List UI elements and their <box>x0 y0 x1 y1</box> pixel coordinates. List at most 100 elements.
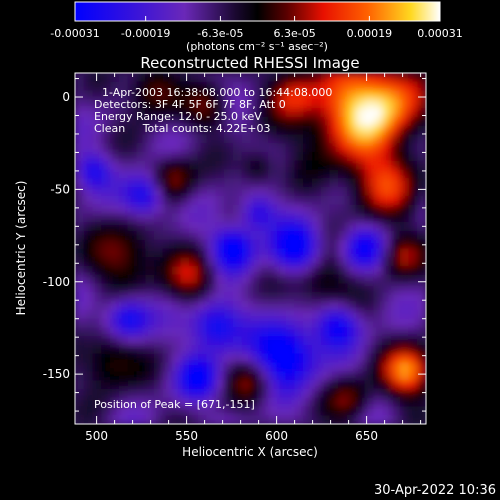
heatmap-cell <box>382 388 392 399</box>
heatmap-cell <box>241 353 252 364</box>
heatmap-cell <box>320 345 331 355</box>
x-tick-label: 550 <box>175 429 198 443</box>
heatmap-cell <box>382 81 392 92</box>
heatmap-cell <box>75 415 85 424</box>
heatmap-cell <box>417 318 426 329</box>
heatmap-cell <box>92 134 102 144</box>
heatmap-cell <box>347 99 357 109</box>
heatmap-cell <box>127 134 138 144</box>
heatmap-cell <box>110 362 120 372</box>
heatmap-cell <box>276 213 287 223</box>
heatmap-cell <box>127 327 138 337</box>
heatmap-cell <box>224 151 234 162</box>
heatmap-cell <box>329 116 339 127</box>
heatmap-cell <box>101 81 111 92</box>
heatmap-cell <box>311 230 322 241</box>
heatmap-cell <box>92 318 102 329</box>
heatmap-cell <box>241 327 252 337</box>
heatmap-cell <box>276 301 287 311</box>
heatmap-cell <box>250 213 260 223</box>
heatmap-cell <box>399 266 410 276</box>
heatmap-cell <box>268 345 278 355</box>
heatmap-cell <box>347 108 357 118</box>
heatmap-cell <box>408 151 418 162</box>
heatmap-cell <box>180 134 190 144</box>
heatmap-cell <box>206 248 216 258</box>
heatmap-cell <box>285 116 295 127</box>
heatmap-cell <box>311 309 322 320</box>
heatmap-cell <box>162 73 173 83</box>
heatmap-cell <box>83 230 94 241</box>
heatmap-cell <box>364 327 374 337</box>
colorbar-tick-label: 0.00019 <box>347 27 393 40</box>
heatmap-cell <box>303 108 313 118</box>
heatmap-cell <box>171 143 181 153</box>
heatmap-cell <box>250 371 260 381</box>
heatmap-cell <box>180 116 190 127</box>
heatmap-cell <box>145 371 155 381</box>
heatmap-cell <box>417 266 426 276</box>
heatmap-cell <box>347 283 357 293</box>
heatmap-cell <box>136 345 146 355</box>
heatmap-cell <box>75 380 85 390</box>
heatmap-cell <box>206 99 216 109</box>
heatmap-cell <box>276 371 287 381</box>
heatmap-cell <box>259 81 269 92</box>
heatmap-cell <box>101 362 111 372</box>
colorbar-tick-label: 0.00031 <box>417 27 463 40</box>
heatmap-cell <box>329 187 339 197</box>
heatmap-cell <box>268 274 278 285</box>
heatmap-cell <box>118 274 129 285</box>
heatmap-cell <box>338 169 348 179</box>
heatmap-cell <box>145 143 155 153</box>
heatmap-cell <box>355 134 366 144</box>
heatmap-cell <box>390 345 401 355</box>
heatmap-cell <box>118 327 129 337</box>
heatmap-cell <box>408 222 418 232</box>
heatmap-cell <box>408 301 418 311</box>
heatmap-cell <box>417 292 426 302</box>
heatmap-cell <box>153 239 164 250</box>
heatmap-cell <box>373 81 383 92</box>
heatmap-cell <box>153 81 164 92</box>
heatmap-cell <box>382 336 392 346</box>
heatmap-cell <box>311 266 322 276</box>
heatmap-cell <box>408 195 418 206</box>
heatmap-cell <box>364 213 374 223</box>
heatmap-cell <box>364 397 374 408</box>
heatmap-cell <box>259 309 269 320</box>
heatmap-cell <box>311 81 322 92</box>
heatmap-cell <box>162 362 173 372</box>
heatmap-cell <box>241 178 252 188</box>
heatmap-cell <box>127 371 138 381</box>
heatmap-cell <box>215 388 225 399</box>
heatmap-cell <box>241 248 252 258</box>
heatmap-cell <box>417 248 426 258</box>
heatmap-cell <box>250 388 260 399</box>
heatmap-cell <box>153 388 164 399</box>
heatmap-cell <box>224 169 234 179</box>
heatmap-cell <box>206 178 216 188</box>
heatmap-cell <box>206 108 216 118</box>
heatmap-cell <box>118 362 129 372</box>
heatmap-cell <box>101 257 111 267</box>
heatmap-cell <box>355 178 366 188</box>
heatmap-cell <box>241 222 252 232</box>
heatmap-cell <box>171 336 181 346</box>
heatmap-cell <box>197 309 208 320</box>
heatmap-cell <box>75 169 85 179</box>
heatmap-cell <box>153 283 164 293</box>
heatmap-cell <box>390 406 401 416</box>
heatmap-cell <box>408 397 418 408</box>
heatmap-cell <box>399 292 410 302</box>
heatmap-cell <box>75 292 85 302</box>
heatmap-cell <box>180 239 190 250</box>
heatmap-cell <box>329 345 339 355</box>
heatmap-cell <box>259 415 269 424</box>
heatmap-cell <box>118 397 129 408</box>
heatmap-cell <box>206 406 216 416</box>
heatmap-cell <box>110 318 120 329</box>
heatmap-cell <box>136 283 146 293</box>
heatmap-cell <box>355 143 366 153</box>
heatmap-cell <box>83 151 94 162</box>
